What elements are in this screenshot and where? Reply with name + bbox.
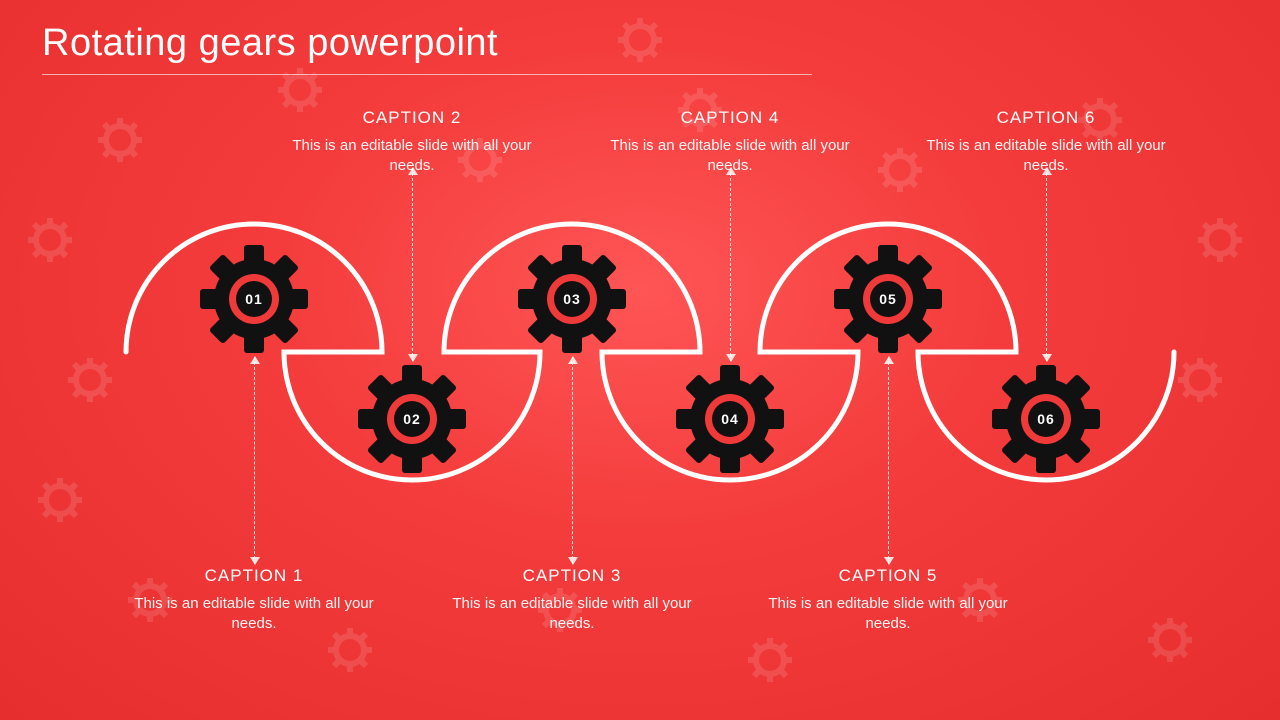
caption-head: CAPTION 1 xyxy=(124,566,384,586)
connector-06 xyxy=(1046,168,1047,361)
gear-number: 06 xyxy=(1037,411,1055,427)
connector-02 xyxy=(412,168,413,361)
caption-body: This is an editable slide with all your … xyxy=(442,594,702,635)
connector-01 xyxy=(254,357,255,564)
gear-number: 03 xyxy=(563,291,581,307)
diagram-stage: 01 CAPTION 1 This is an editable slide wi… xyxy=(0,0,1280,720)
caption-head: CAPTION 3 xyxy=(442,566,702,586)
gear-01: 01 xyxy=(200,245,308,353)
caption-03: CAPTION 3 This is an editable slide with… xyxy=(442,566,702,635)
caption-body: This is an editable slide with all your … xyxy=(124,594,384,635)
caption-head: CAPTION 4 xyxy=(600,108,860,128)
gear-03: 03 xyxy=(518,245,626,353)
gear-02: 02 xyxy=(358,365,466,473)
connector-05 xyxy=(888,357,889,564)
gear-04: 04 xyxy=(676,365,784,473)
connector-04 xyxy=(730,168,731,361)
caption-head: CAPTION 5 xyxy=(758,566,1018,586)
connector-03 xyxy=(572,357,573,564)
caption-head: CAPTION 6 xyxy=(916,108,1176,128)
gear-number: 01 xyxy=(245,291,263,307)
gear-05: 05 xyxy=(834,245,942,353)
caption-05: CAPTION 5 This is an editable slide with… xyxy=(758,566,1018,635)
gear-06: 06 xyxy=(992,365,1100,473)
caption-head: CAPTION 2 xyxy=(282,108,542,128)
gear-number: 05 xyxy=(879,291,897,307)
caption-body: This is an editable slide with all your … xyxy=(758,594,1018,635)
gear-number: 02 xyxy=(403,411,421,427)
caption-01: CAPTION 1 This is an editable slide with… xyxy=(124,566,384,635)
gear-number: 04 xyxy=(721,411,739,427)
